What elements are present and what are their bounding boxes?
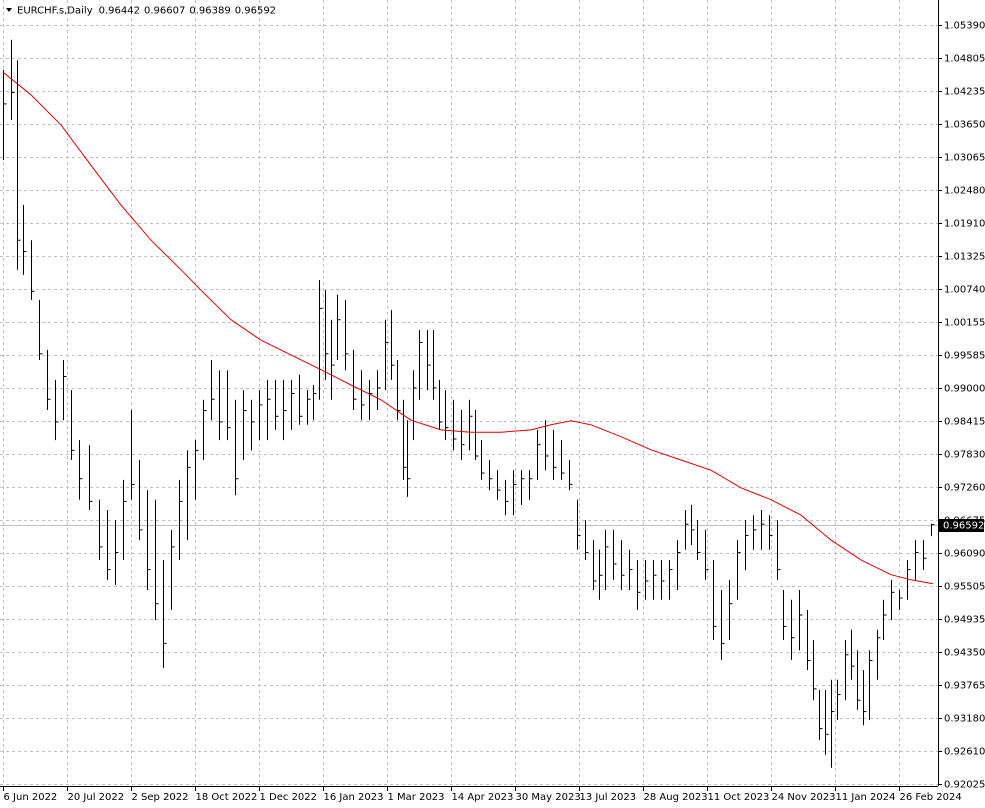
y-tick-label: 1.02480 [944, 186, 985, 197]
price-label: 0.96592 [943, 521, 984, 532]
y-tick-label: 0.93765 [944, 681, 985, 692]
moving-average [2, 71, 934, 585]
menu-arrow[interactable] [6, 8, 12, 12]
axes: 1.05390 1.04805 1.04235 1.03650 1.03065 1.024… [3, 21, 985, 803]
y-tick-label: 0.94350 [944, 648, 985, 659]
quote-close: 0.96592 [235, 6, 276, 17]
y-tick-label: 1.04805 [944, 54, 985, 65]
x-tick-label: 18 Oct 2022 [196, 792, 258, 803]
quote-low: 0.96389 [189, 6, 230, 17]
symbol: EURCHF.s,Daily [17, 6, 93, 17]
y-tick-label: 0.98415 [944, 417, 985, 428]
y-tick-label: 0.96090 [944, 549, 985, 560]
x-tick-label: 1 Mar 2023 [388, 792, 445, 803]
y-tick-label: 1.03065 [944, 153, 985, 164]
x-tick-label: 16 Jan 2023 [324, 792, 384, 803]
quote-open: 0.96442 [99, 6, 140, 17]
y-tick-label: 0.97260 [944, 483, 985, 494]
quote-high: 0.96607 [144, 6, 185, 17]
y-tick-label: 1.00155 [944, 318, 985, 329]
grid [0, 0, 938, 785]
y-tick-label: 1.03650 [944, 120, 985, 131]
x-tick-label: 11 Jan 2024 [836, 792, 896, 803]
y-tick-label: 0.94935 [944, 615, 985, 626]
x-tick-label: 1 Dec 2022 [260, 792, 318, 803]
y-tick-label: 1.01910 [944, 219, 985, 230]
x-tick-label: 28 Aug 2023 [644, 792, 708, 803]
y-tick-label: 1.04235 [944, 87, 985, 98]
x-tick-label: 6 Jun 2022 [4, 792, 58, 803]
y-tick-label: 1.01325 [944, 252, 985, 263]
x-tick-label: 20 Jul 2022 [68, 792, 125, 803]
x-tick-label: 11 Oct 2023 [708, 792, 770, 803]
x-tick-label: 30 May 2023 [516, 792, 581, 803]
x-tick-label: 26 Feb 2024 [900, 792, 962, 803]
y-tick-label: 0.92610 [944, 747, 985, 758]
plot [2, 39, 935, 768]
price-label-box [939, 519, 984, 532]
chart-header: EURCHF.s,Daily 0.96442 0.96607 0.96389 0.965… [17, 6, 276, 17]
y-tick-label: 0.95505 [944, 582, 985, 593]
y-tick-label: 0.99000 [944, 384, 985, 395]
y-tick-label: 1.05390 [944, 21, 985, 32]
x-tick-label: 13 Jul 2023 [580, 792, 637, 803]
x-tick-label: 24 Nov 2023 [772, 792, 836, 803]
y-tick-label: 0.92025 [944, 780, 985, 791]
x-tick-label: 2 Sep 2022 [132, 792, 189, 803]
y-tick-label: 1.00740 [944, 285, 985, 296]
y-tick-label: 0.93180 [944, 714, 985, 725]
y-tick-label: 0.97830 [944, 450, 985, 461]
y-tick-label: 0.99585 [944, 351, 985, 362]
x-tick-label: 14 Apr 2023 [452, 792, 514, 803]
